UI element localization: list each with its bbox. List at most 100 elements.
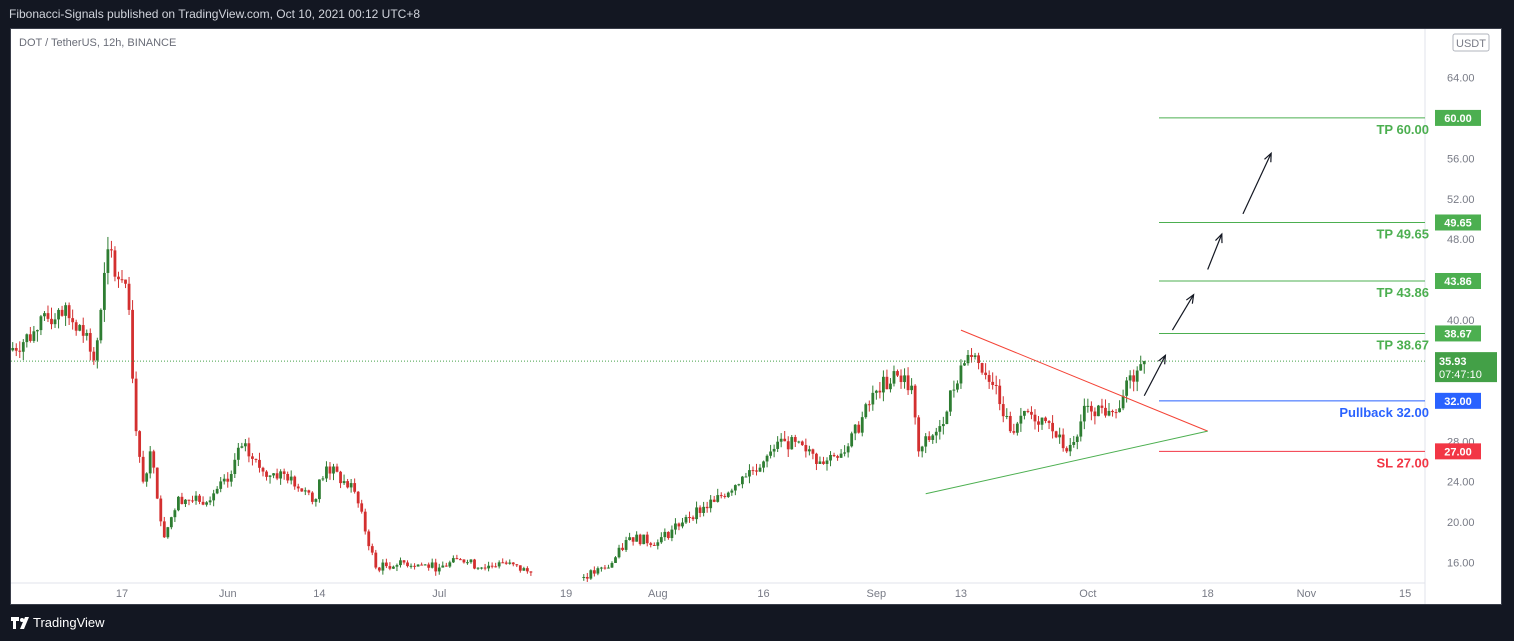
candle-body — [279, 471, 283, 479]
candle-body — [370, 546, 374, 553]
candle-body — [21, 342, 25, 352]
candle-body — [1037, 421, 1040, 425]
candle-body — [822, 461, 825, 464]
currency-badge[interactable]: USDT — [1456, 38, 1486, 50]
candle-body — [162, 521, 166, 538]
projection-arrow-head — [1158, 353, 1167, 365]
candle-body — [388, 566, 392, 569]
candle-body — [208, 500, 212, 503]
projection-arrow-shaft — [1207, 233, 1223, 270]
candle-body — [402, 560, 406, 563]
candle-body — [300, 488, 304, 492]
candle-body — [525, 568, 529, 572]
candle-body — [518, 565, 522, 571]
candle-body — [592, 570, 596, 574]
candle-body — [585, 576, 589, 579]
candle-body — [367, 531, 371, 547]
candle-body — [786, 441, 790, 450]
candle-body — [977, 355, 980, 364]
candle-body — [145, 473, 149, 482]
candle-body — [43, 313, 46, 317]
candle-body — [705, 506, 709, 509]
candle-body — [1142, 361, 1146, 365]
candle-body — [1033, 414, 1037, 422]
candle-body — [1111, 410, 1114, 413]
triangle-upper-line — [960, 329, 1208, 432]
last-price-tag-box — [1435, 352, 1497, 383]
candle-body — [381, 562, 385, 571]
candle-body — [14, 347, 18, 351]
candle-body — [198, 495, 201, 502]
candle-body — [793, 437, 797, 442]
candle-body — [473, 559, 476, 569]
candle-body — [624, 540, 628, 550]
candle-body — [832, 454, 836, 457]
candle-body — [871, 392, 875, 405]
chart-frame[interactable]: TP 60.00 TP 49.65 TP 43.86 TP 38.67 Pullback… — [10, 28, 1502, 605]
candle-body — [18, 350, 22, 352]
candle-body — [57, 309, 60, 320]
candle-body — [1139, 364, 1143, 371]
candle-body — [800, 441, 804, 446]
candle-body — [268, 475, 272, 477]
candle-body — [839, 453, 843, 458]
candle-body — [88, 333, 92, 352]
candle-body — [32, 331, 36, 341]
candle-body — [903, 375, 906, 383]
level-label: TP 43.86 — [1376, 285, 1429, 300]
candle-body — [194, 495, 198, 501]
candle-body — [60, 309, 64, 316]
candle-body — [804, 445, 808, 452]
candle-body — [973, 355, 977, 357]
price-chart[interactable]: TP 60.00 TP 49.65 TP 43.86 TP 38.67 Pullback… — [11, 29, 1501, 604]
candle-body — [776, 441, 780, 449]
candle-body — [11, 347, 15, 351]
candle-body — [117, 276, 120, 280]
candle-body — [360, 503, 364, 512]
level-label: SL 27.00 — [1376, 455, 1429, 470]
candle-body — [702, 506, 706, 513]
time-tick-label: 15 — [1399, 588, 1411, 600]
last-price-tag: 35.93 — [1439, 356, 1467, 368]
candle-body — [275, 473, 279, 479]
candle-body — [631, 537, 635, 542]
candle-body — [829, 454, 832, 461]
candle-body — [874, 390, 878, 393]
candle-body — [335, 466, 339, 472]
candle-body — [166, 527, 170, 538]
projection-arrow-shaft — [1171, 294, 1195, 331]
candle-body — [1093, 411, 1097, 417]
price-tick-label: 52.00 — [1447, 194, 1475, 206]
candle-body — [772, 448, 776, 452]
candle-body — [159, 498, 163, 522]
candle-body — [659, 537, 663, 543]
candle-body — [293, 476, 297, 487]
candle-body — [850, 433, 854, 447]
candle-body — [81, 325, 85, 336]
candle-body — [272, 473, 275, 476]
candle-body — [1079, 421, 1083, 437]
candle-body — [885, 376, 889, 390]
candle-body — [448, 562, 452, 567]
candle-body — [78, 325, 82, 331]
level-tag-box — [1435, 392, 1481, 409]
candle-body — [892, 371, 896, 384]
candle-body — [289, 476, 293, 481]
candle-body — [719, 495, 723, 497]
candle-body — [399, 560, 402, 566]
candle-body — [741, 476, 744, 485]
currency-badge-box[interactable] — [1452, 33, 1490, 52]
candle-body — [645, 534, 649, 544]
candle-body — [212, 493, 216, 501]
candle-body — [254, 458, 258, 460]
level-tag-box — [1435, 443, 1481, 460]
candle-body — [1132, 375, 1136, 382]
candle-body — [991, 381, 995, 385]
candle-body — [240, 446, 244, 448]
triangle-lower-line — [925, 430, 1208, 495]
candle-body — [444, 565, 448, 567]
candle-body — [769, 451, 772, 456]
candle-body — [1114, 412, 1118, 414]
candle-body — [1061, 434, 1065, 449]
candle-body — [184, 499, 187, 504]
